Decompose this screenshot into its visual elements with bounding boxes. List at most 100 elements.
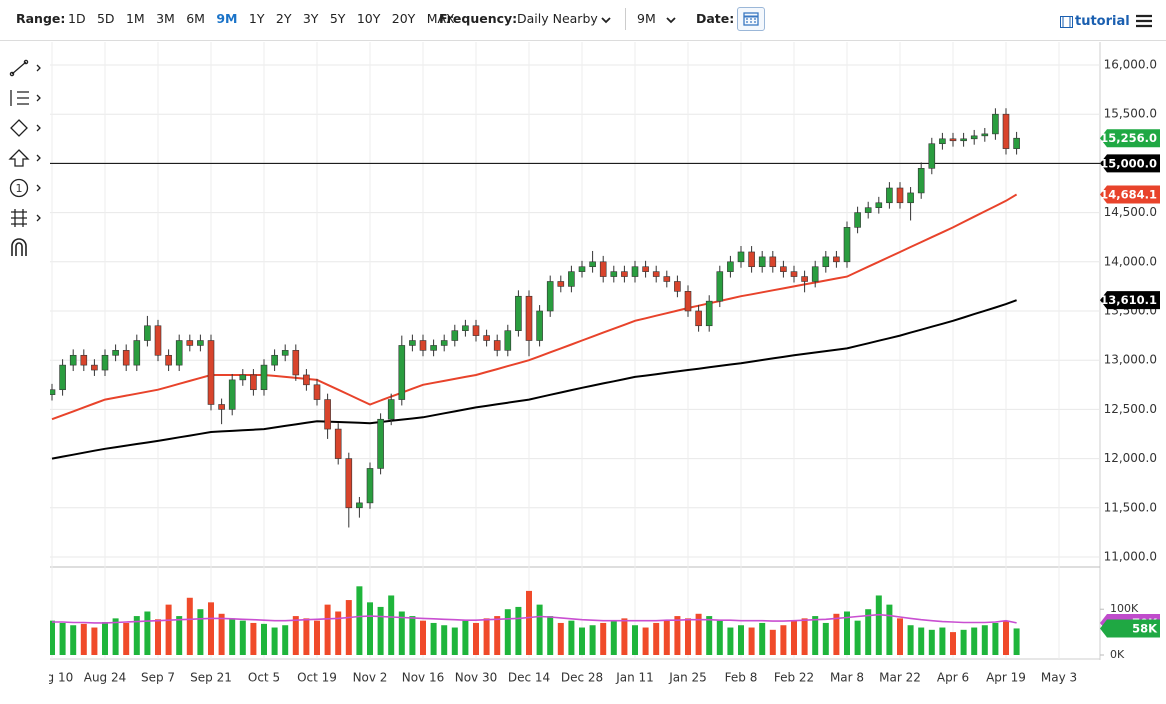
range-button[interactable]: 1D xyxy=(68,11,86,26)
value-badge xyxy=(1100,185,1160,204)
candle-body xyxy=(811,266,819,282)
frequency-select[interactable]: Daily Nearby xyxy=(517,11,598,26)
candle-body xyxy=(69,354,77,366)
value-badge xyxy=(1100,291,1160,310)
x-tick-label: Aug 10 xyxy=(31,671,74,685)
tool-line[interactable] xyxy=(9,59,41,77)
range-button[interactable]: 5D xyxy=(96,11,115,26)
candle-body xyxy=(165,354,172,366)
candle-body xyxy=(313,384,321,400)
tool-annotation[interactable] xyxy=(9,178,41,198)
candle-body xyxy=(631,266,639,277)
candle-body xyxy=(536,310,543,341)
x-tick-label: Nov 16 xyxy=(402,671,445,685)
range-button[interactable]: 3Y xyxy=(302,11,319,26)
y-tick-label: 12,500.0 xyxy=(1104,402,1157,416)
candle-body xyxy=(737,251,745,263)
candle-body xyxy=(260,364,268,391)
price-panel xyxy=(50,108,1100,528)
candle-body xyxy=(546,281,554,312)
range-button[interactable]: 1Y xyxy=(248,11,265,26)
volume-bar xyxy=(80,623,87,655)
candle-body xyxy=(557,281,565,287)
tutorial-link[interactable]: tutorial xyxy=(1075,14,1130,29)
volume-bar xyxy=(515,606,522,655)
volume-panel xyxy=(50,586,1020,655)
volume-bar xyxy=(50,620,55,655)
volume-bar xyxy=(939,627,946,655)
tool-arrow[interactable] xyxy=(8,149,41,167)
range-button[interactable]: 2Y xyxy=(275,11,292,26)
candle-body xyxy=(239,374,247,381)
candle-body xyxy=(387,399,395,420)
x-tick-label: May 3 xyxy=(1041,671,1077,685)
volume-bar xyxy=(165,604,172,655)
x-tick-label: Oct 5 xyxy=(248,671,280,685)
x-tick-label: Mar 8 xyxy=(830,671,864,685)
chevron xyxy=(601,17,611,24)
range-button[interactable]: 5Y xyxy=(329,11,346,26)
candle-body xyxy=(122,350,130,366)
volume-bar xyxy=(706,616,713,655)
tool-fib[interactable] xyxy=(10,90,41,106)
candle-body xyxy=(790,271,798,277)
range-button[interactable]: 3M xyxy=(156,11,175,26)
calendar-icon xyxy=(743,12,759,26)
candle-body xyxy=(207,340,215,405)
value-badge-label: 14,684.1 xyxy=(1100,187,1157,201)
range-button[interactable]: 20Y xyxy=(391,11,416,26)
volume-bar xyxy=(886,604,893,655)
candle-body xyxy=(483,335,490,341)
value-badge-label: 58K xyxy=(1132,621,1158,635)
range-button[interactable]: 1M xyxy=(125,11,145,26)
tool-shape[interactable] xyxy=(10,119,41,137)
candle-body xyxy=(292,350,300,376)
candle-body xyxy=(80,354,88,366)
volume-bar xyxy=(557,622,564,655)
volume-bar xyxy=(695,613,702,655)
candle-body xyxy=(822,256,830,268)
candle-body xyxy=(1013,137,1020,149)
volume-bar xyxy=(907,625,914,655)
tool-measure[interactable] xyxy=(11,209,41,227)
volume-bar xyxy=(812,616,819,655)
volume-tick-label: 100K xyxy=(1110,602,1139,615)
volume-bar xyxy=(526,590,532,655)
candle-body xyxy=(801,276,808,282)
range-button[interactable]: MAX xyxy=(426,11,455,26)
menu-button[interactable] xyxy=(1135,14,1153,28)
separator xyxy=(625,8,626,30)
candle-body xyxy=(133,340,141,366)
volume-bar xyxy=(791,620,797,655)
volume-bar xyxy=(992,622,999,655)
range-button[interactable]: 9M xyxy=(216,11,238,26)
candle-body xyxy=(939,138,946,145)
candle-body xyxy=(769,256,777,268)
volume-bar xyxy=(960,629,967,655)
candle-body xyxy=(324,399,331,430)
volume-bar xyxy=(250,622,257,655)
candle-body xyxy=(907,192,914,204)
volume-bar xyxy=(738,625,744,655)
candle-body xyxy=(50,389,56,395)
range-button[interactable]: 6M xyxy=(186,11,205,26)
period-select[interactable]: 9M xyxy=(637,11,656,26)
volume-tick-label: 0K xyxy=(1110,648,1125,661)
candle-body xyxy=(462,325,469,331)
tool-magnet[interactable] xyxy=(11,238,27,256)
date-picker[interactable] xyxy=(737,7,765,31)
candle-body xyxy=(101,354,109,371)
candle-body xyxy=(748,251,755,268)
x-axis: Aug 10 Aug 24 Sep 7 Sep 21 Oct 5 Oct 19 Nov 2 N… xyxy=(31,671,1077,685)
volume-bar xyxy=(441,625,448,655)
candle-body xyxy=(409,340,416,346)
candle-body xyxy=(970,135,978,140)
volume-bar xyxy=(769,629,776,655)
range-button[interactable]: 10Y xyxy=(356,11,381,26)
volume-bar xyxy=(727,627,734,655)
volume-bar xyxy=(133,616,140,655)
value-badge-label: 15,000.0 xyxy=(1100,156,1157,170)
volume-bar xyxy=(844,611,850,655)
